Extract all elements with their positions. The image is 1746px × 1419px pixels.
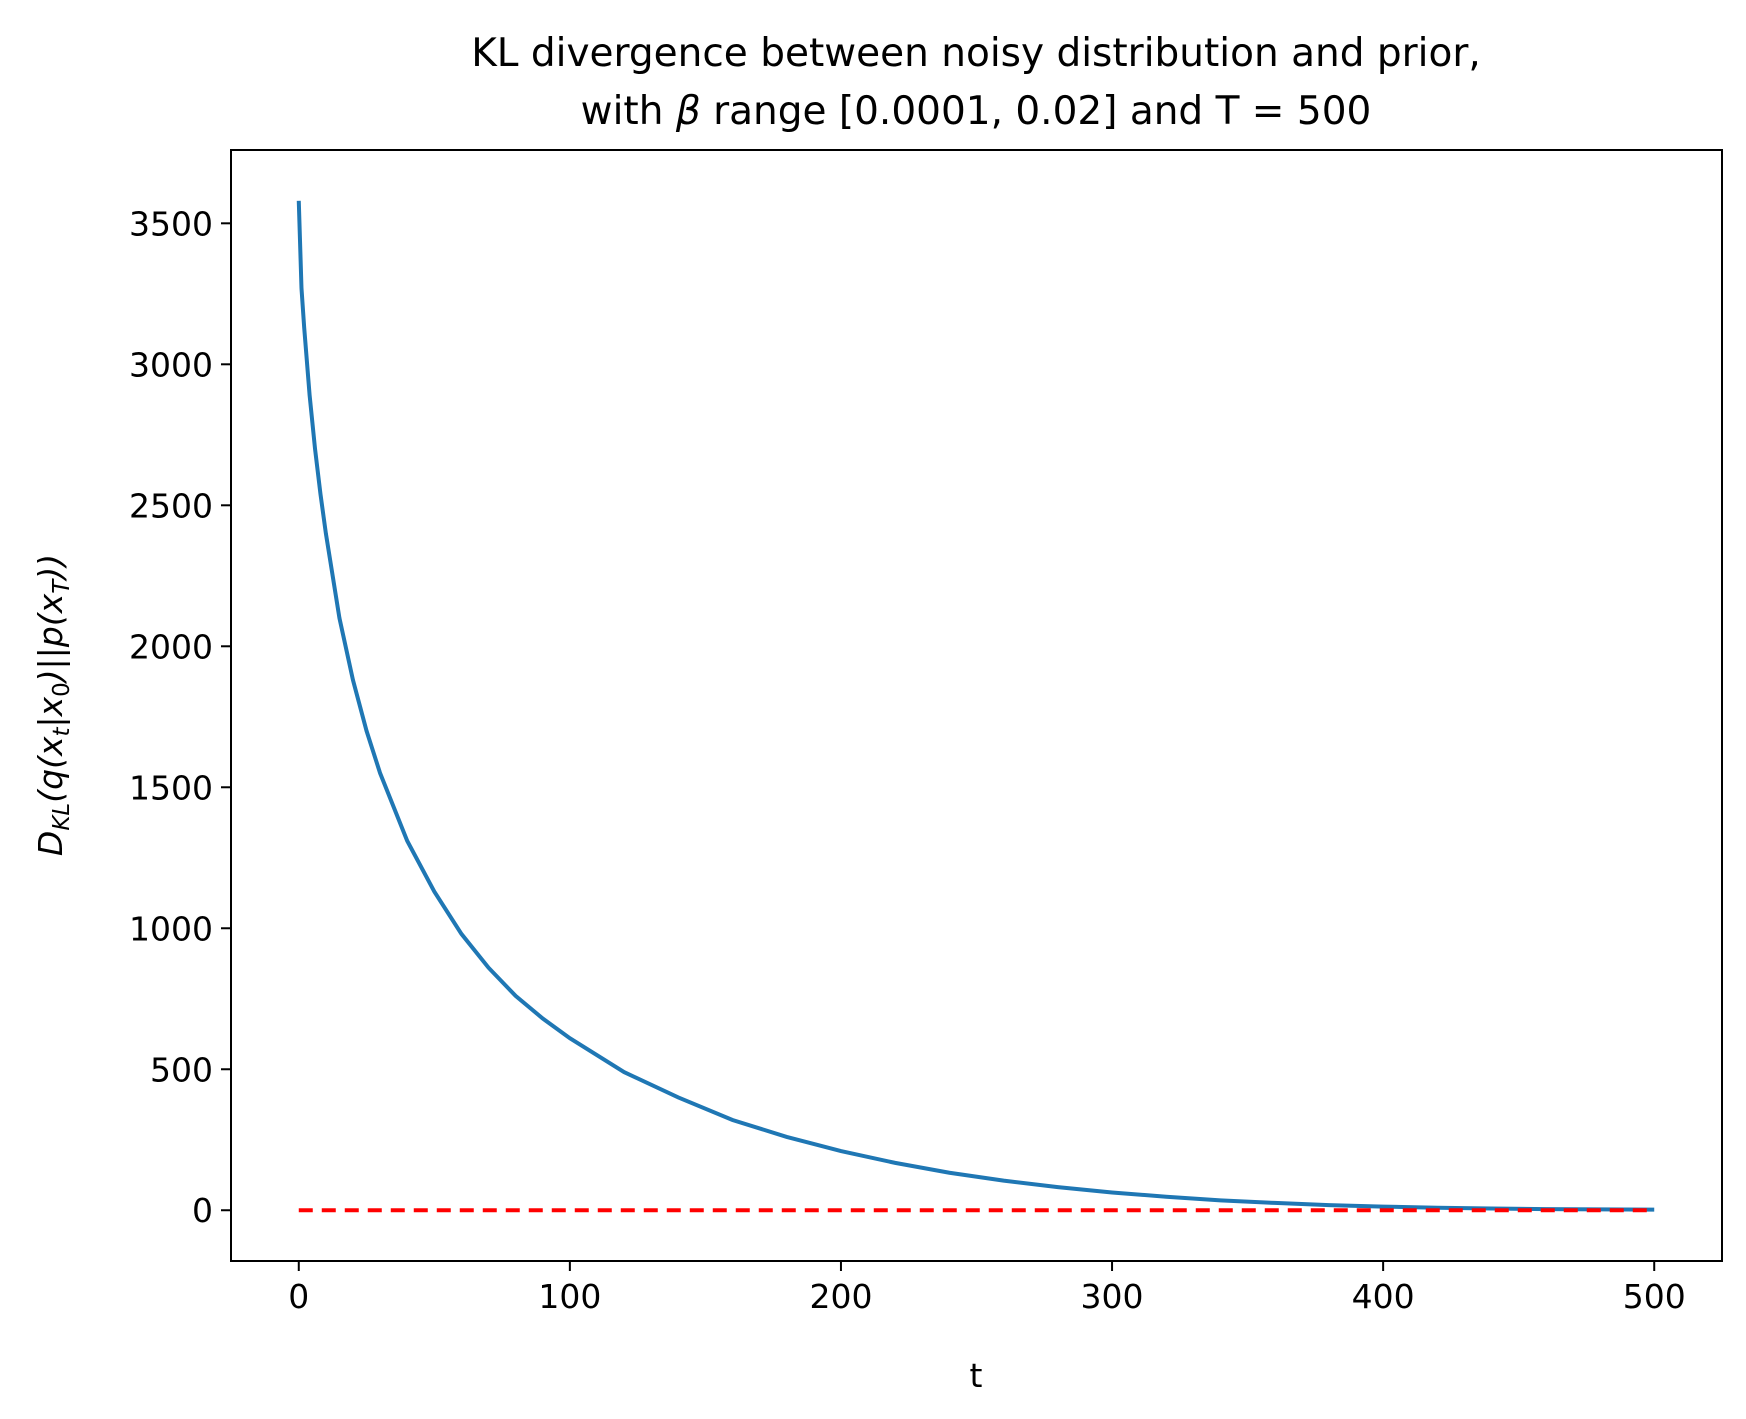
x-tick-label: 300 [1081, 1277, 1144, 1316]
ylabel-T-sub: T [49, 578, 75, 594]
x-tick-label: 0 [288, 1277, 309, 1316]
plot-frame [230, 149, 1723, 1262]
ylabel-t-sub: t [49, 727, 75, 737]
x-axis: 0 100 200 300 400 500 [288, 1261, 1686, 1316]
ylabel-close: )) [31, 554, 70, 583]
chart-title-line-2: with β range [0.0001, 0.02] and T = 500 [581, 89, 1372, 134]
ylabel-open: (q(x [31, 736, 70, 803]
y-tick-label: 2500 [129, 486, 213, 525]
y-axis-label: DKL(q(xt|x0)||p(xT)) [31, 554, 75, 856]
ylabel-zero-sub: 0 [49, 682, 75, 697]
y-tick-label: 2000 [129, 627, 213, 666]
y-tick-label: 500 [150, 1050, 213, 1089]
y-tick-label: 0 [192, 1191, 213, 1230]
x-tick-label: 100 [538, 1277, 601, 1316]
plot-area [296, 200, 1655, 1213]
ylabel-mid: |x [31, 696, 70, 727]
y-tick-label: 3000 [129, 345, 213, 384]
y-tick-label: 1500 [129, 768, 213, 807]
y-axis: 0 500 1000 1500 2000 2500 3000 3500 [129, 204, 231, 1230]
x-tick-label: 400 [1352, 1277, 1415, 1316]
title-suffix: range [0.0001, 0.02] and T = 500 [701, 89, 1372, 134]
chart-title-line-1: KL divergence between noisy distribution… [471, 31, 1481, 76]
title-beta-symbol: β [675, 89, 701, 134]
title-prefix: with [581, 89, 676, 134]
y-tick-label: 1000 [129, 909, 213, 948]
x-tick-label: 500 [1623, 1277, 1686, 1316]
series-layer [296, 200, 1655, 1213]
y-tick-label: 3500 [129, 204, 213, 243]
ylabel-d: D [31, 831, 70, 856]
x-tick-label: 200 [809, 1277, 872, 1316]
x-axis-label: t [970, 1356, 983, 1395]
ylabel-mid2: )||p(x [31, 593, 70, 685]
ylabel-kl-sub: KL [49, 803, 75, 831]
kl-divergence-line [296, 200, 1655, 1212]
